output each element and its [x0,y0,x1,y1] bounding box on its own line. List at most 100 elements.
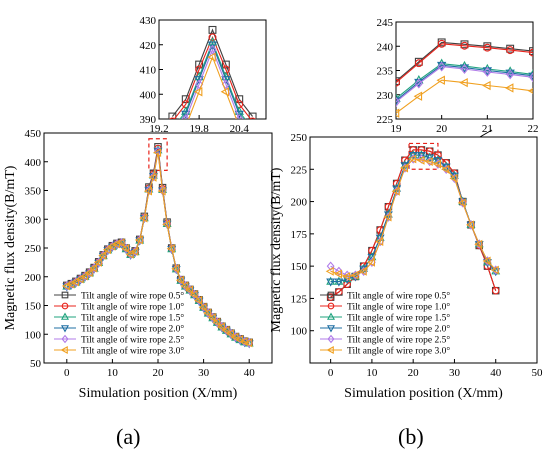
y-tick-label: 400 [25,157,42,169]
data-point [102,245,111,255]
data-point [66,279,75,289]
data-point [506,46,515,55]
data-point [182,123,189,130]
data-point [195,79,204,90]
data-point [409,146,417,154]
data-point [342,272,351,281]
y-axis-label: Magnetic flux density(B/mT) [3,165,18,330]
plot-frame [309,136,538,364]
data-point [326,345,334,355]
y-tick-label: 150 [25,301,42,313]
x-tick-label: 30 [198,367,210,379]
data-point [125,249,134,259]
y-tick-label: 245 [377,17,394,29]
data-point [180,281,189,291]
y-tick-label: 100 [25,329,42,341]
y-tick-label: 400 [140,89,157,101]
data-point [391,186,400,196]
data-point [130,246,139,256]
data-point [61,334,69,344]
x-tick-label: 21 [482,123,493,135]
legend-label: Tilt angle of wire rope 2.0° [347,324,450,335]
data-point [60,312,70,320]
data-point [416,155,425,165]
data-point [327,291,335,299]
series-layer [61,143,254,349]
data-point [212,317,221,327]
y-tick-label: 240 [377,41,394,53]
data-point [166,244,175,254]
data-point [184,285,194,295]
data-point [171,264,180,274]
series-line [171,28,254,117]
y-tick-label: 410 [140,65,157,77]
data-point [482,256,491,266]
data-point [527,87,533,94]
data-point [358,266,367,276]
data-point [60,325,70,333]
data-point [504,83,514,93]
plot-frame [43,132,273,364]
series-line [188,55,237,119]
y-tick-label: 200 [25,272,42,284]
data-point [175,275,184,285]
data-point [350,270,359,280]
x-tick-label: 20.4 [230,123,250,135]
x-tick-label: 20 [436,123,448,135]
chart-b-inset: 19 20 21 22 225 230 235 240 245 [377,17,539,135]
data-point [80,271,89,281]
data-point [396,108,400,118]
series-line [396,66,533,103]
data-point [460,41,469,50]
data-point [139,213,148,223]
data-point [437,39,446,48]
data-point [148,172,157,182]
y-tick-label: 200 [291,197,308,209]
data-point [326,312,336,320]
y-tick-label: 225 [291,164,308,176]
data-point [75,274,84,284]
series-layer [325,146,501,301]
data-point [327,334,335,344]
y-tick-label: 300 [25,214,42,226]
data-point [162,219,171,229]
data-point [408,154,417,164]
data-point [169,117,176,119]
y-tick-label: 420 [140,40,157,52]
x-tick-label: 40 [490,367,502,379]
data-point [107,241,116,251]
data-point [181,95,190,104]
x-tick-label: 0 [328,367,334,379]
data-point [220,87,230,97]
data-point [193,87,203,97]
x-tick-label: 0 [64,367,70,379]
data-point [396,97,401,107]
legend-label: Tilt angle of wire rope 3.0° [81,346,184,357]
x-tick-label: 10 [107,367,119,379]
data-point [169,125,176,132]
data-point [327,302,335,310]
data-point [457,198,466,208]
legend-label: Tilt angle of wire rope 1.0° [81,302,184,313]
y-tick-label: 430 [140,15,157,27]
data-point [424,157,433,166]
series-line [396,41,533,82]
data-point [506,69,515,80]
data-point [465,220,475,230]
data-point [235,95,244,104]
data-point [490,265,499,275]
y-tick-label: 125 [291,293,308,305]
y-tick-label: 350 [25,186,42,198]
data-point [432,159,442,169]
y-tick-label: 175 [291,229,308,241]
data-point [474,239,483,249]
x-tick-label: 22 [528,123,539,135]
data-point [333,269,343,279]
data-point [93,257,102,267]
data-point [208,25,217,34]
x-tick-label: 19 [391,123,403,135]
data-point [61,291,69,299]
data-point [459,77,468,88]
data-point [194,295,203,305]
y-axis-label: Magnetic flux density(B/mT) [269,167,284,332]
